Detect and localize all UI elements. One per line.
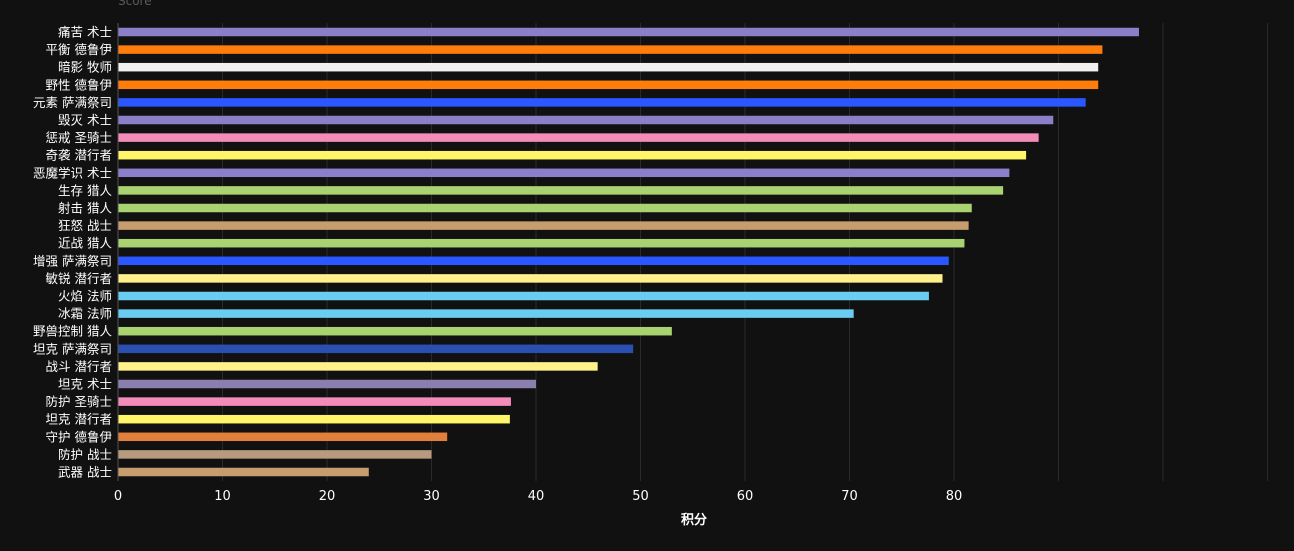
bar bbox=[118, 45, 1103, 54]
grid-layer bbox=[222, 23, 1268, 481]
category-label: 狂怒 战士 bbox=[58, 218, 112, 233]
category-label: 坦克 萨满祭司 bbox=[33, 341, 112, 356]
x-tick-labels: 0 10 20 30 40 50 60 70 80 bbox=[114, 489, 962, 504]
bar bbox=[118, 168, 1010, 178]
category-label: 坦克 潜行者 bbox=[46, 412, 112, 427]
x-tick-label: 40 bbox=[528, 489, 545, 504]
x-tick-label: 20 bbox=[319, 489, 336, 504]
category-label: 防护 战士 bbox=[58, 447, 112, 462]
category-label: 战斗 潜行者 bbox=[46, 359, 112, 374]
bar bbox=[118, 467, 369, 477]
category-label: 武器 战士 bbox=[58, 465, 112, 480]
category-label: 守护 德鲁伊 bbox=[46, 429, 112, 444]
category-label: 野兽控制 猎人 bbox=[33, 324, 112, 339]
bar bbox=[118, 256, 949, 266]
x-tick-label: 30 bbox=[423, 489, 440, 504]
category-label: 火焰 法师 bbox=[58, 289, 112, 304]
category-label: 增强 萨满祭司 bbox=[33, 253, 112, 268]
bar bbox=[118, 291, 929, 301]
category-label: 元素 萨满祭司 bbox=[33, 95, 112, 110]
bar bbox=[118, 115, 1054, 125]
x-tick-label: 60 bbox=[737, 489, 754, 504]
bar bbox=[118, 309, 854, 318]
bar bbox=[118, 414, 510, 424]
bar bbox=[118, 274, 943, 283]
bar bbox=[118, 238, 965, 248]
category-label: 坦克 术士 bbox=[58, 377, 112, 392]
category-label: 生存 猎人 bbox=[58, 183, 112, 198]
x-tick-label: 10 bbox=[214, 489, 231, 504]
bar bbox=[118, 362, 598, 371]
bar bbox=[118, 98, 1086, 107]
category-label: 射击 猎人 bbox=[58, 201, 112, 216]
top-label: Score bbox=[118, 0, 152, 8]
category-label: 近战 猎人 bbox=[58, 236, 112, 251]
category-label: 恶魔学识 术士 bbox=[33, 165, 112, 180]
x-tick-label: 50 bbox=[632, 489, 649, 504]
category-label: 平衡 德鲁伊 bbox=[46, 42, 112, 57]
category-label: 敏锐 潜行者 bbox=[46, 271, 112, 286]
bar bbox=[118, 62, 1099, 72]
x-tick-label: 0 bbox=[114, 489, 122, 504]
bar bbox=[118, 133, 1039, 142]
bar bbox=[118, 186, 1004, 195]
x-tick-label: 70 bbox=[841, 489, 858, 504]
category-label: 毁灭 术士 bbox=[58, 113, 112, 128]
category-label: 痛苦 术士 bbox=[58, 25, 112, 40]
category-label: 防护 圣骑士 bbox=[46, 394, 112, 409]
category-label: 冰霜 法师 bbox=[58, 306, 112, 321]
bar bbox=[118, 450, 432, 459]
bars-layer bbox=[118, 27, 1139, 477]
category-label: 野性 德鲁伊 bbox=[46, 77, 112, 92]
bar bbox=[118, 432, 448, 442]
x-tick-label: 80 bbox=[946, 489, 963, 504]
bar bbox=[118, 80, 1099, 90]
bar bbox=[118, 326, 672, 336]
category-label: 奇袭 潜行者 bbox=[46, 148, 112, 163]
bar bbox=[118, 203, 972, 213]
category-label: 暗影 牧师 bbox=[58, 60, 112, 75]
bar bbox=[118, 344, 634, 354]
bar bbox=[118, 27, 1139, 37]
x-axis-title: 积分 bbox=[681, 512, 707, 528]
bar bbox=[118, 397, 511, 406]
bar bbox=[118, 150, 1027, 160]
bar bbox=[118, 379, 536, 389]
category-label: 惩戒 圣骑士 bbox=[46, 130, 112, 145]
bar bbox=[118, 221, 969, 230]
